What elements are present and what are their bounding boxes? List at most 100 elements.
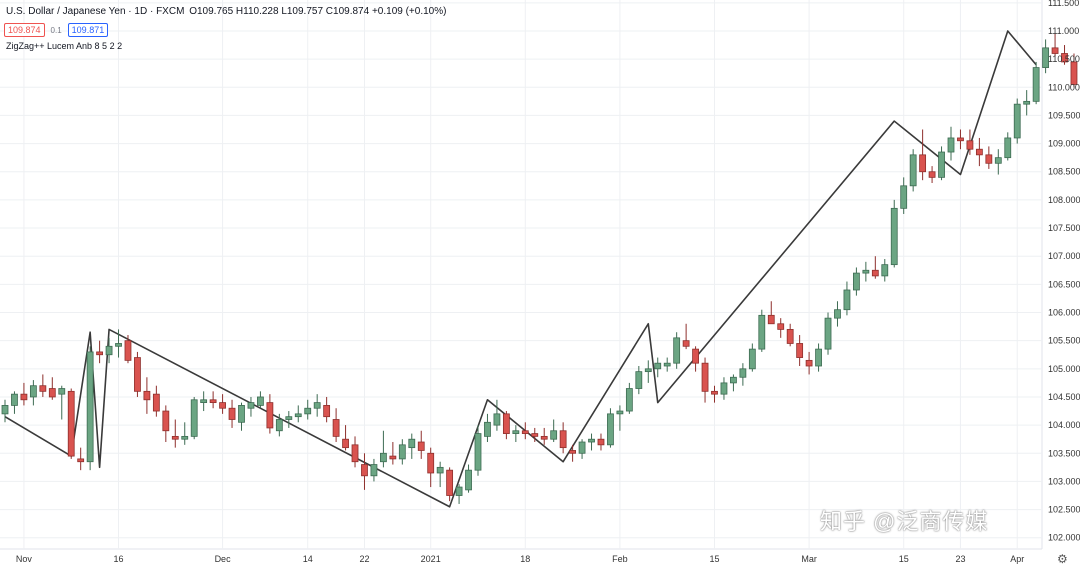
candle (323, 396, 331, 423)
y-tick-label: 104.000 (1048, 420, 1080, 430)
candle-body-up (1013, 103, 1021, 139)
candle (578, 439, 586, 459)
candle-body-down (767, 314, 775, 325)
candle-body-down (417, 441, 425, 451)
candle (58, 385, 66, 420)
candle-body-down (985, 154, 993, 164)
candle (994, 149, 1002, 175)
candle-body-up (58, 388, 66, 395)
candle (843, 281, 851, 316)
candle-body-up (994, 157, 1002, 164)
candle (200, 391, 208, 412)
candle-body-down (928, 171, 936, 178)
candle-body-down (701, 362, 709, 392)
candle-body-up (730, 376, 737, 384)
candle (777, 318, 785, 338)
candle-body-up (181, 435, 189, 440)
candle (588, 433, 595, 451)
candle (294, 405, 302, 423)
candle-body-down (143, 390, 151, 401)
candle-body-down (162, 410, 170, 432)
candle-body-down (332, 419, 340, 437)
y-tick-label: 103.000 (1048, 476, 1080, 486)
candle (389, 442, 397, 465)
ohlc-values: O109.765 H110.228 L109.757 C109.874 +0.1… (189, 6, 447, 17)
candle-body-up (654, 362, 662, 370)
candle (862, 261, 870, 282)
candle (644, 360, 652, 383)
candle (853, 267, 860, 296)
candle (361, 453, 368, 490)
candle-body-down (521, 430, 529, 434)
candle (919, 129, 927, 181)
candle-body-down (919, 154, 927, 173)
candle-body-up (625, 388, 633, 412)
candle (408, 433, 416, 459)
candle-body-up (200, 399, 208, 403)
candle-body-down (540, 435, 548, 440)
settings-gear-icon[interactable]: ⚙ (1057, 552, 1068, 566)
candle (559, 422, 567, 454)
candle-body-up (834, 309, 841, 319)
candle-body-up (190, 399, 198, 437)
symbol-title[interactable]: U.S. Dollar / Japanese Yen · 1D · FXCM (6, 6, 185, 17)
candle-body-down (502, 413, 510, 434)
candle-body-up (890, 207, 898, 266)
buy-price-button[interactable]: 109.871 (67, 23, 109, 37)
candle (957, 129, 964, 150)
candle (550, 419, 558, 443)
spread-value: 0.1 (50, 25, 62, 35)
candle (152, 385, 160, 417)
candle-body-down (228, 407, 236, 420)
y-tick-label: 110.500 (1048, 54, 1080, 64)
candle (890, 199, 898, 268)
candle (502, 411, 510, 440)
candle (521, 422, 529, 440)
candle-body-down (39, 385, 47, 392)
candle (720, 377, 728, 400)
candle-body-down (171, 435, 179, 440)
candle (484, 413, 491, 443)
candle (815, 343, 822, 372)
x-tick-label: 15 (899, 554, 909, 564)
y-tick-label: 106.500 (1048, 279, 1080, 289)
candle-body-down (77, 458, 85, 463)
candle-body-down (351, 444, 359, 463)
x-tick-label: Dec (215, 554, 232, 564)
candle-body-down (389, 455, 397, 460)
y-tick-label: 111.500 (1048, 0, 1079, 8)
indicator-legend[interactable]: ZigZag++ Lucem Anb 8 5 2 2 (6, 41, 123, 51)
candle (266, 394, 274, 434)
candle (115, 329, 122, 358)
candle-body-up (748, 348, 756, 370)
candle (625, 382, 633, 414)
candle (455, 484, 463, 504)
candle (947, 126, 955, 161)
candle-body-up (843, 289, 851, 311)
candle (692, 346, 699, 372)
candle-body-down (124, 340, 132, 361)
candle-body-up (815, 348, 822, 367)
candle-body-down (531, 433, 539, 437)
candle (597, 433, 605, 451)
candle-body-up (739, 368, 747, 378)
candle-body-up (247, 402, 255, 409)
x-tick-label: 22 (359, 554, 369, 564)
time-axis[interactable]: Nov 16 Dec 14 22 2021 18 Feb 15 Mar 15 23 Apr (16, 554, 1024, 564)
candle (531, 427, 539, 443)
price-axis[interactable]: 111.500 111.000 110.500 110.000 109.500 109.0… (1048, 0, 1080, 543)
candle (379, 430, 387, 468)
candle-body-up (379, 452, 387, 463)
candle (398, 439, 406, 465)
sell-price-button[interactable]: 109.874 (4, 23, 45, 37)
candle (663, 357, 671, 372)
x-tick-label: Nov (16, 554, 33, 564)
candle-body-up (900, 185, 908, 209)
candle-body-up (1042, 47, 1049, 68)
candle (701, 357, 709, 403)
candle (20, 382, 28, 406)
candle (39, 374, 47, 397)
candle-body-down (871, 269, 879, 277)
x-tick-label: 2021 (421, 554, 441, 564)
